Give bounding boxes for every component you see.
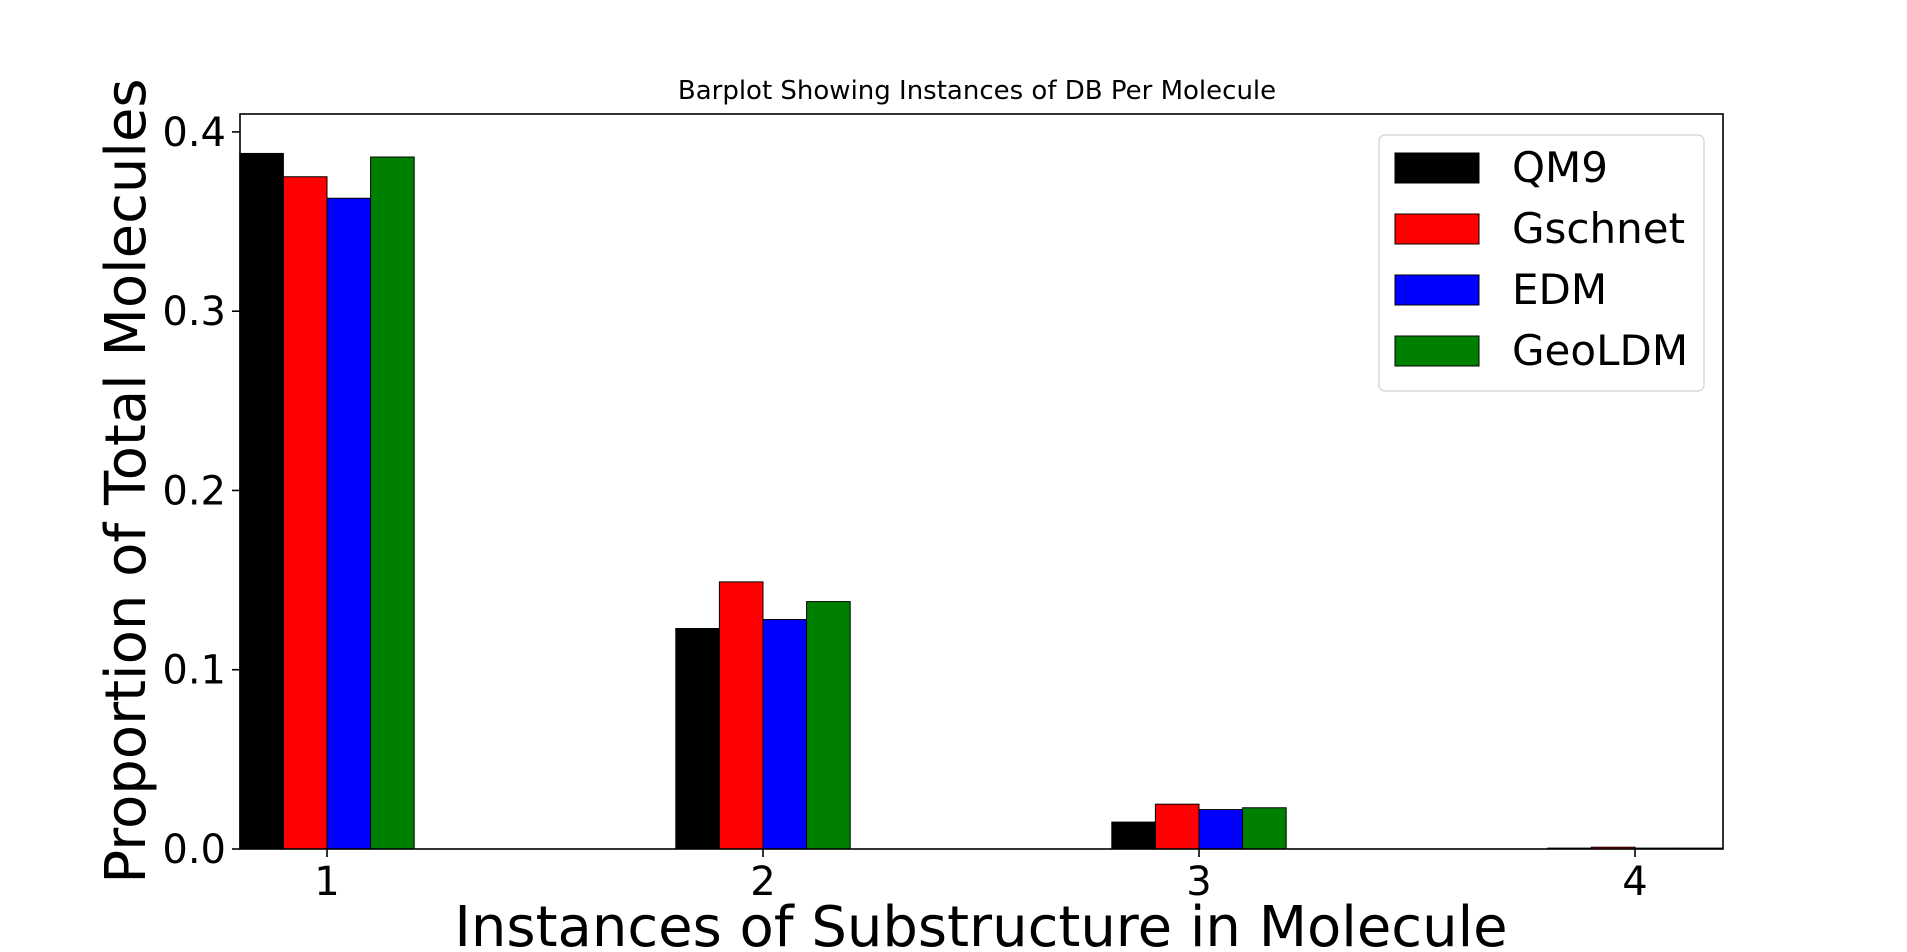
y-tick-label: 0.0 bbox=[162, 827, 226, 873]
y-tick-label: 0.4 bbox=[162, 110, 226, 156]
y-axis: 0.0 0.1 0.2 0.3 0.4 bbox=[162, 110, 240, 873]
bar-gschnet-1 bbox=[282, 176, 328, 850]
bar-qm9-1 bbox=[239, 152, 284, 850]
bar-edm-3 bbox=[1198, 809, 1244, 850]
x-tick-label: 4 bbox=[1622, 859, 1647, 905]
legend-swatch-gschnet bbox=[1394, 213, 1480, 245]
legend-box bbox=[1378, 134, 1705, 392]
bar-qm9-3 bbox=[1111, 821, 1156, 850]
plot-frame bbox=[239, 113, 1724, 850]
y-tick-label: 0.1 bbox=[162, 648, 226, 694]
legend-label-geoldm: GeoLDM bbox=[1512, 326, 1688, 375]
legend-label-qm9: QM9 bbox=[1512, 143, 1608, 192]
bar-geoldm-3 bbox=[1242, 807, 1287, 850]
x-tick-label: 1 bbox=[314, 859, 339, 905]
y-tick-label: 0.2 bbox=[162, 468, 226, 514]
bars-group bbox=[239, 152, 1723, 850]
legend-label-gschnet: Gschnet bbox=[1512, 204, 1685, 253]
bar-qm9-2 bbox=[675, 628, 720, 850]
bar-geoldm-1 bbox=[370, 156, 415, 850]
x-axis-label: Instances of Substructure in Molecule bbox=[454, 895, 1507, 952]
legend-label-edm: EDM bbox=[1512, 265, 1607, 314]
bar-edm-2 bbox=[762, 619, 808, 850]
bar-geoldm-2 bbox=[806, 601, 851, 850]
legend-swatch-qm9 bbox=[1394, 152, 1480, 184]
legend: QM9 Gschnet EDM GeoLDM bbox=[1378, 134, 1705, 392]
y-axis-label: Proportion of Total Molecules bbox=[94, 78, 159, 883]
bar-gschnet-3 bbox=[1154, 803, 1200, 850]
y-tick-label: 0.3 bbox=[162, 289, 226, 335]
chart-title: Barplot Showing Instances of DB Per Mole… bbox=[678, 76, 1276, 106]
bar-edm-1 bbox=[326, 197, 372, 850]
x-tick-label: 2 bbox=[750, 859, 775, 905]
legend-swatch-edm bbox=[1394, 274, 1480, 306]
legend-swatch-geoldm bbox=[1394, 335, 1480, 367]
x-tick-label: 3 bbox=[1186, 859, 1211, 905]
x-axis: 1 2 3 4 bbox=[314, 849, 1648, 905]
bar-gschnet-2 bbox=[718, 581, 764, 850]
